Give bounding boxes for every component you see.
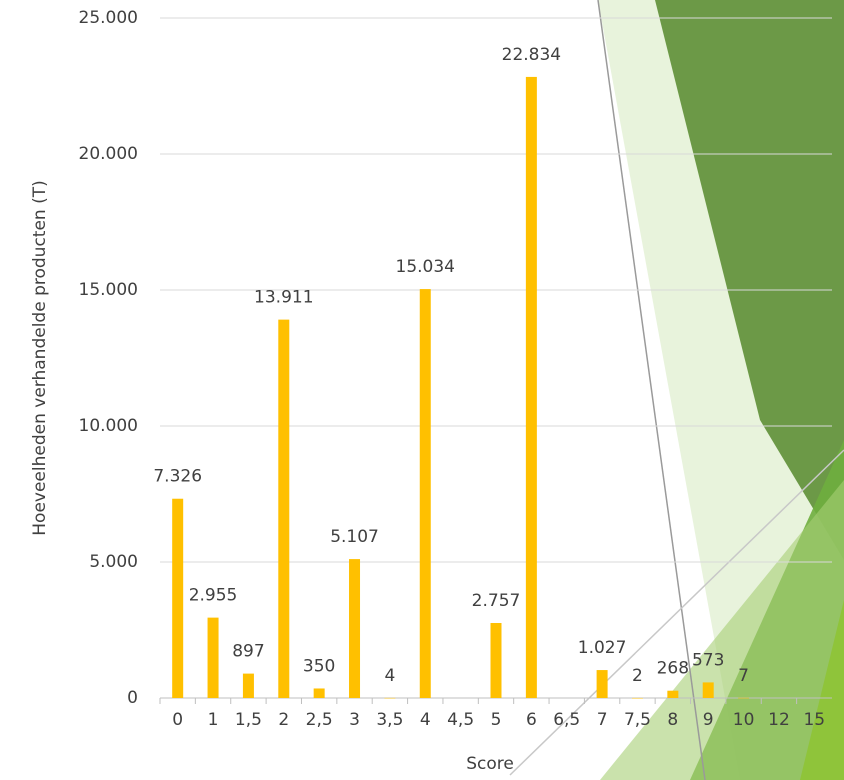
x-tick-label: 4: [420, 710, 431, 730]
x-tick-label: 0: [172, 710, 183, 730]
bar: [738, 698, 749, 699]
y-axis-title: Hoeveelheden verhandelde producten (T): [30, 180, 50, 535]
bar: [172, 499, 183, 698]
data-label: 2.955: [189, 586, 238, 606]
bar: [384, 698, 395, 699]
y-tick-label: 10.000: [79, 416, 138, 436]
x-tick-label: 7,5: [624, 710, 651, 730]
x-tick-label: 9: [703, 710, 714, 730]
x-tick-label: 5: [491, 710, 502, 730]
x-tick-label: 15: [803, 710, 825, 730]
x-tick-label: 4,5: [447, 710, 474, 730]
x-tick-label: 7: [597, 710, 608, 730]
data-label: 350: [303, 656, 335, 676]
x-tick-label: 6: [526, 710, 537, 730]
data-label: 5.107: [330, 527, 379, 547]
data-label: 22.834: [502, 45, 561, 65]
data-label: 15.034: [396, 257, 455, 277]
x-tick-label: 3: [349, 710, 360, 730]
x-tick-label: 12: [768, 710, 790, 730]
bar: [597, 670, 608, 698]
x-tick-label: 8: [667, 710, 678, 730]
bar: [420, 289, 431, 698]
bar: [703, 682, 714, 698]
bar: [243, 674, 254, 698]
bar: [526, 77, 537, 698]
data-label: 1.027: [578, 638, 627, 658]
data-label: 2.757: [472, 591, 521, 611]
x-tick-label: 1: [208, 710, 219, 730]
data-label: 268: [657, 659, 689, 679]
bar: [632, 698, 643, 699]
y-tick-label: 15.000: [79, 280, 138, 300]
data-label: 13.911: [254, 288, 313, 308]
y-tick-label: 20.000: [79, 144, 138, 164]
x-axis-title: Score: [466, 754, 514, 774]
data-label: 897: [232, 642, 264, 662]
x-tick-label: 2,5: [306, 710, 333, 730]
x-tick-label: 10: [733, 710, 755, 730]
x-tick-label: 3,5: [376, 710, 403, 730]
bar: [278, 320, 289, 698]
bar: [349, 559, 360, 698]
bar: [208, 618, 219, 698]
chart: Score Hoeveelheden verhandelde producten…: [0, 0, 844, 780]
x-tick-label: 2: [278, 710, 289, 730]
x-tick-label: 1,5: [235, 710, 262, 730]
y-tick-label: 25.000: [79, 8, 138, 28]
data-label: 7.326: [153, 467, 202, 487]
data-label: 7: [738, 666, 749, 686]
data-label: 2: [632, 666, 643, 686]
y-tick-label: 0: [127, 688, 138, 708]
bar: [667, 691, 678, 698]
bar: [314, 688, 325, 698]
x-tick-label: 6,5: [553, 710, 580, 730]
bar: [491, 623, 502, 698]
data-label: 4: [384, 666, 395, 686]
data-label: 573: [692, 650, 724, 670]
y-tick-label: 5.000: [89, 552, 138, 572]
